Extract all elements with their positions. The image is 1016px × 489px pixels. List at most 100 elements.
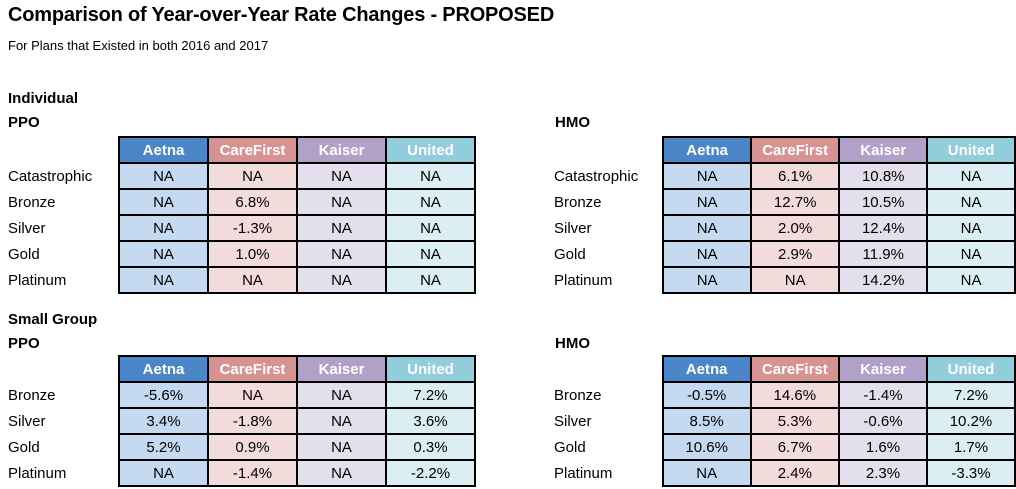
rate-cell: NA [296, 162, 387, 190]
table-header-row: Aetna CareFirst Kaiser United [8, 355, 476, 383]
rate-cell: NA [296, 433, 387, 461]
rate-cell: 14.6% [749, 381, 841, 409]
rate-cell: 5.3% [749, 407, 841, 435]
row-label: Silver [8, 219, 46, 237]
table-type-label-small-group-ppo: PPO [8, 335, 40, 352]
rate-cell: -1.4% [838, 381, 928, 409]
table-small-group-ppo: Aetna CareFirst Kaiser United Bronze -5.6% NA N… [8, 355, 476, 487]
row-label: Bronze [8, 193, 56, 211]
rate-cell: NA [118, 214, 209, 242]
rate-cell: NA [118, 266, 209, 294]
rate-cell: -3.3% [926, 459, 1016, 487]
row-label: Bronze [554, 193, 602, 211]
rate-cell: 10.2% [926, 407, 1016, 435]
row-label: Platinum [8, 271, 67, 289]
page-title: Comparison of Year-over-Year Rate Change… [8, 4, 555, 26]
rate-cell: NA [385, 188, 476, 216]
rate-cell: 10.8% [838, 162, 929, 190]
column-header-carefirst: CareFirst [207, 136, 298, 164]
table-type-label-individual-hmo: HMO [555, 114, 590, 131]
table-row: Gold NA 1.0% NA NA [8, 240, 476, 268]
rate-cell: NA [207, 162, 298, 190]
row-label: Silver [8, 412, 46, 430]
rate-cell: NA [207, 266, 298, 294]
table-row: Silver 3.4% -1.8% NA 3.6% [8, 407, 476, 435]
table-row: Platinum NA NA NA NA [8, 266, 476, 294]
column-header-kaiser: Kaiser [838, 355, 928, 383]
rate-cell: -1.8% [207, 407, 298, 435]
row-label: Gold [8, 245, 40, 263]
row-label: Catastrophic [554, 167, 639, 185]
section-label-small-group: Small Group [8, 311, 98, 328]
rate-cell: -2.2% [385, 459, 476, 487]
table-row: Bronze -0.5% 14.6% -1.4% 7.2% [554, 381, 1016, 409]
rate-cell: 2.3% [838, 459, 928, 487]
column-header-carefirst: CareFirst [749, 355, 841, 383]
rate-cell: 6.1% [749, 162, 841, 190]
rate-cell: 0.9% [207, 433, 298, 461]
table-type-label-small-group-hmo: HMO [555, 335, 590, 352]
table-header-row: Aetna CareFirst Kaiser United [554, 136, 1016, 164]
rate-cell: 2.4% [749, 459, 841, 487]
rate-cell: NA [385, 266, 476, 294]
row-label: Silver [554, 219, 592, 237]
rate-cell: 7.2% [385, 381, 476, 409]
rate-cell: NA [926, 240, 1016, 268]
column-header-united: United [385, 136, 476, 164]
rate-cell: NA [662, 162, 752, 190]
rate-cell: NA [385, 240, 476, 268]
table-row: Gold NA 2.9% 11.9% NA [554, 240, 1016, 268]
rate-cell: NA [118, 162, 209, 190]
rate-cell: NA [662, 266, 752, 294]
table-row: Catastrophic NA NA NA NA [8, 162, 476, 190]
rate-cell: NA [296, 214, 387, 242]
rate-cell: -0.6% [838, 407, 928, 435]
section-label-individual: Individual [8, 90, 79, 107]
table-row: Bronze NA 6.8% NA NA [8, 188, 476, 216]
rate-cell: NA [749, 266, 841, 294]
rate-cell: NA [661, 459, 752, 487]
row-label-spacer [554, 356, 663, 382]
rate-cell: 6.8% [207, 188, 298, 216]
table-row: Gold 5.2% 0.9% NA 0.3% [8, 433, 476, 461]
rate-cell: 5.2% [118, 433, 209, 461]
row-label: Bronze [8, 386, 56, 404]
rate-cell: NA [926, 162, 1016, 190]
column-header-kaiser: Kaiser [838, 136, 929, 164]
rate-cell: NA [296, 240, 387, 268]
row-label: Platinum [554, 271, 613, 289]
rate-cell: 2.9% [749, 240, 841, 268]
column-header-aetna: Aetna [662, 136, 752, 164]
rate-cell: NA [296, 381, 387, 409]
row-label: Gold [554, 438, 586, 456]
table-header-row: Aetna CareFirst Kaiser United [8, 136, 476, 164]
column-header-aetna: Aetna [118, 355, 209, 383]
rate-cell: 3.6% [385, 407, 476, 435]
rate-cell: NA [296, 188, 387, 216]
rate-cell: NA [926, 188, 1016, 216]
row-label-spacer [554, 137, 663, 163]
column-header-united: United [926, 136, 1016, 164]
table-header-row: Aetna CareFirst Kaiser United [554, 355, 1016, 383]
rate-cell: 14.2% [838, 266, 929, 294]
table-row: Silver NA 2.0% 12.4% NA [554, 214, 1016, 242]
rate-cell: 1.7% [926, 433, 1016, 461]
page-subtitle: For Plans that Existed in both 2016 and … [8, 38, 269, 53]
rate-cell: 1.6% [838, 433, 928, 461]
rate-cell: 3.4% [118, 407, 209, 435]
row-label: Platinum [554, 464, 613, 482]
rate-cell: NA [118, 240, 209, 268]
rate-cell: NA [662, 188, 752, 216]
rate-cell: 12.7% [749, 188, 841, 216]
table-row: Platinum NA NA 14.2% NA [554, 266, 1016, 294]
rate-cell: 2.0% [749, 214, 841, 242]
rate-cell: 0.3% [385, 433, 476, 461]
row-label-spacer [8, 137, 119, 163]
row-label: Catastrophic [8, 167, 93, 185]
table-row: Platinum NA 2.4% 2.3% -3.3% [554, 459, 1016, 487]
rate-cell: NA [385, 214, 476, 242]
rate-cell: NA [926, 214, 1016, 242]
table-individual-ppo: Aetna CareFirst Kaiser United Catastrophic NA… [8, 136, 476, 294]
column-header-aetna: Aetna [118, 136, 209, 164]
rate-cell: NA [296, 459, 387, 487]
